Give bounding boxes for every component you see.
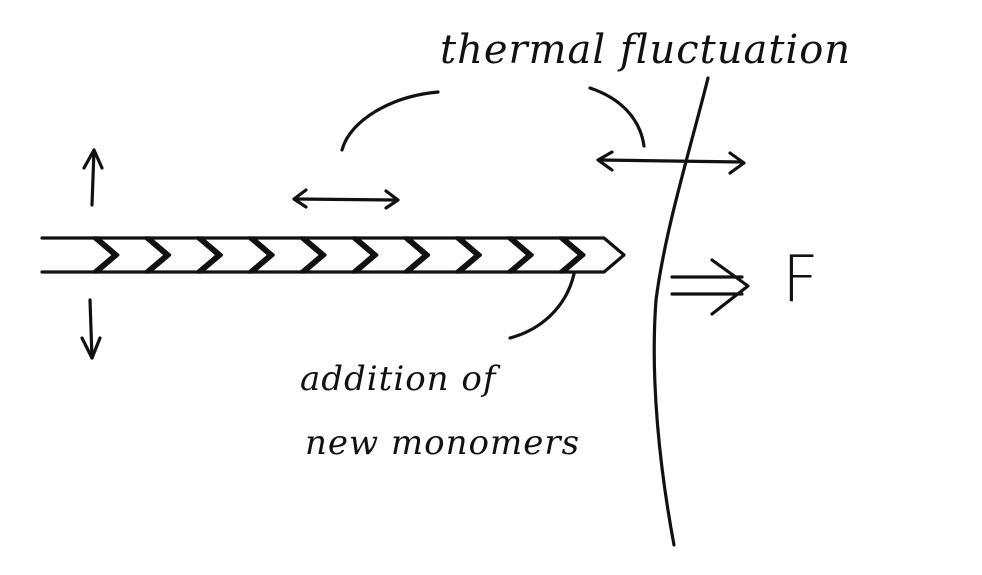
addition-label-line2: new monomers bbox=[305, 423, 581, 463]
filament-fluctuation-double-arrow bbox=[292, 188, 400, 210]
monomer bbox=[195, 236, 275, 274]
thermal-connector-left bbox=[340, 90, 440, 152]
thermal-fluctuation-label: thermal fluctuation bbox=[440, 27, 852, 73]
addition-connector bbox=[508, 272, 576, 340]
vertical-fluctuation-up-arrow bbox=[82, 148, 104, 207]
force-label: F bbox=[782, 243, 819, 317]
monomer bbox=[299, 236, 379, 274]
monomer bbox=[40, 236, 120, 274]
membrane-fluctuation-double-arrow bbox=[596, 150, 746, 175]
membrane-line bbox=[652, 76, 710, 547]
monomer bbox=[144, 236, 223, 274]
actin-filament bbox=[40, 236, 626, 274]
monomer bbox=[403, 236, 482, 274]
monomer bbox=[351, 236, 431, 274]
monomer bbox=[454, 236, 534, 274]
addition-label-line1: addition of bbox=[300, 359, 497, 399]
new-monomer bbox=[558, 236, 626, 274]
force-arrow bbox=[670, 258, 750, 316]
monomer bbox=[506, 236, 586, 274]
monomer bbox=[247, 236, 327, 274]
monomer bbox=[92, 236, 172, 274]
thermal-connector-right bbox=[588, 86, 646, 148]
vertical-fluctuation-down-arrow bbox=[80, 298, 102, 360]
